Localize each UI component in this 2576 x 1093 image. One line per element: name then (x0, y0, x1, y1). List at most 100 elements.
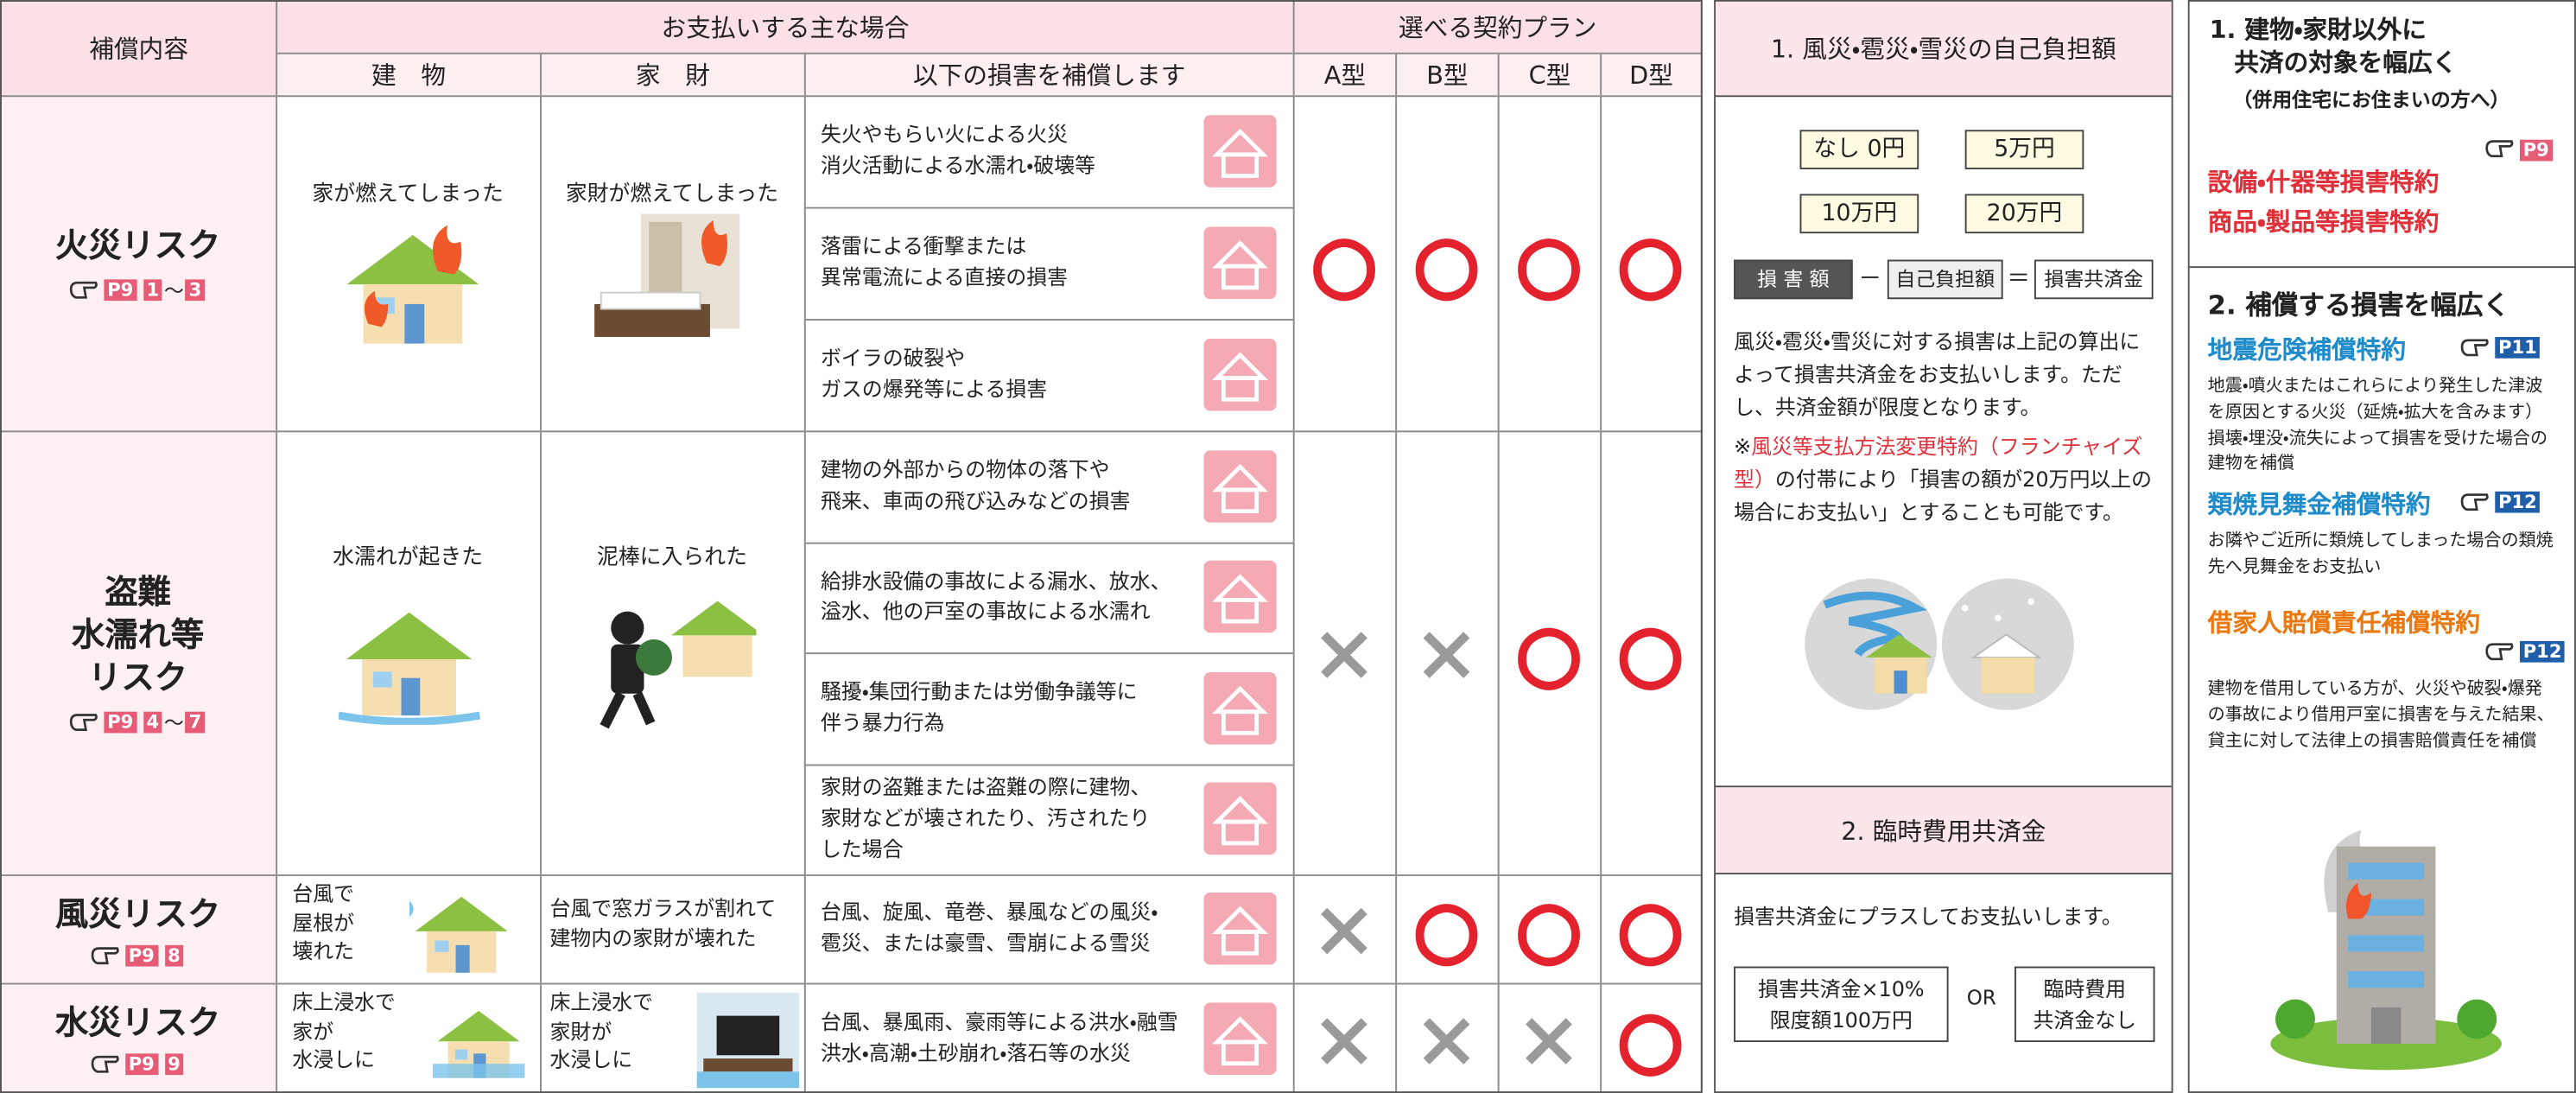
risk-label: 風災リスク (55, 893, 221, 933)
table-cell (1600, 95, 1703, 433)
ref-badge: P9 (2519, 139, 2553, 162)
rider: 商品・製品等損害特約 (2207, 207, 2440, 237)
middle-text: 損害共済金にプラスしてお支払いします。 (1734, 904, 2122, 929)
table-frame (0, 0, 1703, 1093)
damage-text: 建物の外部からの物体の落下や 飛来、車両の飛び込みなどの損害 (821, 456, 1131, 513)
note-rest: の付帯により「損害の額が20万円以上の場合にお支払い」とすることも可能です。 (1734, 467, 2153, 524)
ref-badge: P9 (104, 278, 137, 301)
plan-mark: ○ (1615, 219, 1686, 308)
formula-op: ＝ (2007, 266, 2031, 293)
plan-name: C型 (1497, 52, 1602, 98)
table-cell (1292, 982, 1398, 1093)
risk-block: 盗難 水濡れ等 リスク P9 4 ～ 7 (0, 430, 276, 874)
divider (2187, 266, 2576, 269)
hand-icon (2460, 493, 2489, 512)
risk-ref: P9 4 ～ 7 (69, 708, 206, 735)
table-cell (1292, 874, 1398, 985)
rider-name: 類焼見舞金補償特約 (2207, 489, 2431, 520)
plan-mark: × (1516, 993, 1583, 1083)
plan-mark: ○ (1309, 219, 1380, 308)
damage-icon (1203, 115, 1277, 187)
plan-mark: × (1311, 607, 1378, 697)
table-cell (0, 874, 278, 985)
ref-badge: P12 (2495, 491, 2541, 513)
contents-text: 家財が燃えてしまった (565, 182, 779, 207)
hand-icon (91, 1055, 119, 1073)
thief-illustration (600, 601, 757, 729)
ref-range: ～ (163, 278, 184, 302)
damage-text: 家財の盗難または盗難の際に建物、 家財などが壊されたり、汚されたり した場合 (821, 774, 1152, 861)
plan-mark: ○ (1513, 607, 1584, 697)
damage-icon (1203, 782, 1277, 855)
plan-mark: ○ (1615, 993, 1686, 1083)
ref-badge: 3 (185, 278, 206, 301)
plan-mark: × (1413, 993, 1480, 1083)
plan-mark: ○ (1412, 219, 1482, 308)
header-cell: 建 物 (276, 52, 542, 98)
plan-mark: ○ (1513, 219, 1584, 308)
right-subtitle: （併用住宅にお住まいの方へ） (2232, 88, 2510, 112)
plan-name: B型 (1395, 52, 1500, 98)
room-illustration (594, 213, 740, 337)
risk-ref: P9 9 (91, 1053, 186, 1076)
header-cell: お支払いする主な場合 (276, 0, 1295, 54)
ref-badge: 9 (164, 1053, 184, 1076)
ref: P9 (2485, 131, 2554, 162)
damage-icon (1203, 671, 1277, 745)
contents-text: 泥棒に入られた (596, 544, 747, 570)
risk-block: 火災リスク P9 1 ～ 3 (0, 95, 276, 430)
contents-text: 床上浸水で 家財が 水浸しに (549, 989, 654, 1072)
rider-desc: お隣やご近所に類焼してしまった場合の類焼先へ見舞金をお支払い (2207, 531, 2554, 577)
middle-text: 風災・雹災・雪災に対する損害は上記の算出によって損害共済金をお支払いします。ただ… (1734, 328, 2141, 420)
table-cell (0, 95, 278, 433)
header-cell: 家 財 (540, 52, 806, 98)
damage-text: 台風、暴風雨、豪雨等による洪水・融雪 洪水・高潮・土砂崩れ・落石等の水災 (821, 1008, 1178, 1064)
expense-box: 臨時費用 共済金なし (2014, 966, 2155, 1043)
damage-icon (1203, 1001, 1277, 1075)
ref-badge: P11 (2495, 336, 2541, 359)
ref: P12 (2460, 491, 2541, 513)
risk-label: 水災リスク (55, 1002, 221, 1043)
header-cell: 補償内容 (0, 0, 278, 98)
table-cell (0, 430, 278, 876)
table-cell (1292, 95, 1398, 433)
middle-note: ※風災等支払方法変更特約（フランチャイズ型）の付帯により「損害の額が20万円以上… (1734, 430, 2156, 529)
damage-icon (1203, 338, 1277, 411)
deductible-option: 20万円 (1964, 194, 2084, 234)
risk-label: 火災リスク (55, 224, 221, 264)
contents-text: 台風で窓ガラスが割れて 建物内の家財が壊れた (549, 895, 777, 950)
ref-badge: P9 (124, 944, 158, 966)
damage-text: 台風、旋風、竜巻、暴風などの風災・ 雹災、または豪雪、雪崩による雪災 (821, 899, 1158, 956)
risk-block: 水災リスク P9 9 (0, 983, 276, 1093)
ref-badge: P9 (104, 710, 137, 733)
deductible-option: 5万円 (1964, 130, 2084, 169)
plan-mark: × (1413, 607, 1480, 697)
plan-name: D型 (1600, 52, 1703, 98)
expense-box: 損害共済金×10% 限度額100万円 (1734, 966, 1949, 1043)
hand-icon (2485, 140, 2514, 158)
hand-icon (2460, 339, 2489, 357)
right-title: 1. 建物・家財以外に 共済の対象を幅広く (2209, 15, 2458, 78)
right-title: 2. 補償する損害を幅広く (2207, 289, 2510, 321)
formula-box: 損害共済金 (2034, 259, 2154, 300)
right-panel (2187, 0, 2576, 1093)
formula-box: 損 害 額 (1734, 259, 1853, 300)
rider-desc: 建物を借用している方が、火災や破裂・爆発の事故により借用戸室に損害を与えた結果、… (2207, 678, 2554, 751)
damage-text: 給排水設備の事故による漏水、放水、 溢水、他の戸室の事故による水濡れ (821, 568, 1171, 624)
house-illustration (432, 1010, 525, 1078)
formula-box: 自己負担額 (1887, 259, 2003, 300)
hand-icon (91, 946, 119, 964)
rider-name: 借家人賠償責任補償特約 (2207, 607, 2481, 639)
ref-badge: 7 (185, 710, 206, 733)
house-illustration (346, 225, 479, 344)
rider-desc: 地震・噴火またはこれらにより発生した津波を原因とする火災（延焼・拡大を含みます）… (2207, 376, 2548, 474)
building-text: 家が燃えてしまった (312, 182, 504, 207)
plan-mark: × (1311, 993, 1378, 1083)
building-text: 水濡れが起きた (333, 544, 484, 570)
damage-icon (1203, 892, 1277, 965)
middle-title: 1. 風災・雹災・雪災の自己負担額 (1716, 1, 2172, 98)
building-illustration (2270, 829, 2502, 1071)
damage-text: 失火やもらい火による火災 消火活動による水濡れ・破壊等 (821, 122, 1096, 178)
